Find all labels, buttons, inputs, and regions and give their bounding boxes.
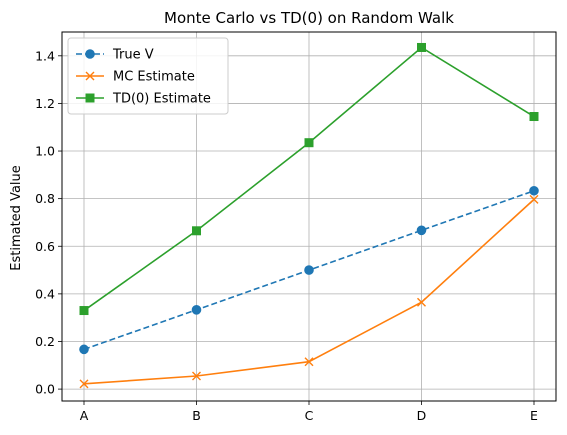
y-tick-label: 0.6 bbox=[35, 239, 55, 254]
y-tick-label: 1.0 bbox=[35, 144, 55, 159]
legend-layer: True V MC Estimate TD(0) Estimate bbox=[67, 37, 229, 115]
y-tick-label: 1.2 bbox=[35, 96, 55, 111]
series-mc-estimate-point bbox=[304, 357, 314, 367]
series-mc-estimate-point bbox=[192, 371, 201, 381]
legend-true-v: True V bbox=[76, 48, 154, 63]
y-axis-label: Estimated Value bbox=[9, 165, 24, 271]
x-tick-label: B bbox=[192, 408, 201, 423]
y-tick-label: 0.0 bbox=[35, 382, 55, 397]
series-td-0-estimate-point bbox=[192, 226, 201, 236]
series-true-v bbox=[79, 185, 539, 355]
legend-mc-estimate-label: MC Estimate bbox=[113, 70, 195, 85]
y-tick-label: 0.4 bbox=[35, 286, 55, 301]
x-tick-label: A bbox=[80, 408, 89, 423]
series-layer bbox=[79, 42, 539, 389]
x-tick-label: C bbox=[305, 408, 314, 423]
series-td-0-estimate-point bbox=[529, 112, 539, 122]
series-td-0-estimate-point bbox=[304, 138, 314, 148]
legend-mc-estimate-point bbox=[85, 71, 95, 81]
series-mc-estimate-point bbox=[529, 194, 539, 204]
grid-layer bbox=[62, 32, 556, 401]
x-tick-label: D bbox=[417, 408, 427, 423]
legend-box bbox=[67, 37, 229, 115]
legend-td-0-estimate: TD(0) Estimate bbox=[76, 92, 211, 107]
series-td-0-estimate-point bbox=[79, 306, 89, 316]
legend-mc-estimate: MC Estimate bbox=[76, 70, 195, 85]
chart-title: Monte Carlo vs TD(0) on Random Walk bbox=[164, 9, 454, 27]
series-mc-estimate-point bbox=[417, 297, 426, 307]
series-true-v-point bbox=[416, 225, 427, 236]
legend-td-0-estimate-label: TD(0) Estimate bbox=[112, 92, 211, 107]
legend-true-v-label: True V bbox=[112, 48, 154, 63]
series-td-0-estimate bbox=[79, 42, 539, 316]
series-true-v-point bbox=[529, 185, 539, 196]
series-true-v-point bbox=[79, 344, 89, 355]
tick-layer: A B C D E 0.0 0.2 0.4 0.6 0.8 1.0 1.2 1.4 bbox=[35, 48, 538, 423]
legend-true-v-point bbox=[85, 49, 95, 59]
y-tick-label: 0.2 bbox=[35, 334, 55, 349]
series-true-v-point bbox=[304, 265, 314, 275]
series-mc-estimate bbox=[79, 194, 539, 389]
series-true-v-point bbox=[191, 305, 202, 315]
series-mc-estimate-point bbox=[79, 379, 89, 389]
y-tick-label: 0.8 bbox=[35, 191, 55, 206]
x-tick-label: E bbox=[530, 408, 538, 423]
y-tick-label: 1.4 bbox=[35, 48, 55, 63]
legend-td-0-estimate-point bbox=[85, 93, 95, 103]
series-td-0-estimate-point bbox=[417, 42, 426, 52]
